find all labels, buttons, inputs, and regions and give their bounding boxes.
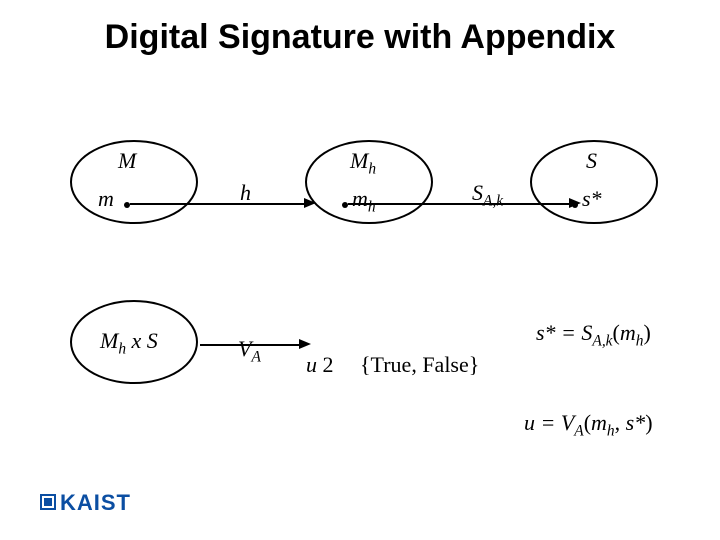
label-m: m xyxy=(98,186,114,212)
label-S: S xyxy=(586,148,597,174)
kaist-logo-icon xyxy=(40,494,56,510)
label-s-star: s* xyxy=(582,186,602,212)
label-M: M xyxy=(118,148,136,174)
label-true-false: {True, False} xyxy=(360,352,479,378)
label-SAk: SA,k xyxy=(472,180,503,210)
arrow-to-mh xyxy=(304,198,316,208)
arrow-to-u xyxy=(299,339,311,349)
equation-s-star: s* = SA,k(mh) xyxy=(536,320,651,350)
kaist-logo: KAIST xyxy=(40,490,131,516)
line-mh-to-sak xyxy=(348,203,570,205)
label-VA: VA xyxy=(238,336,261,366)
slide-title: Digital Signature with Appendix xyxy=(0,18,720,57)
line-mhs-to-va xyxy=(200,344,300,346)
label-Mh: Mh xyxy=(350,148,376,178)
label-u2: u 2 xyxy=(306,352,334,378)
arrow-to-s-star xyxy=(569,198,581,208)
equation-u: u = VA(mh, s*) xyxy=(524,410,653,440)
kaist-logo-text: KAIST xyxy=(60,490,131,515)
label-MhxS: Mh x S xyxy=(100,328,158,358)
label-mh: mh xyxy=(352,186,376,216)
line-m-to-h xyxy=(130,203,305,205)
